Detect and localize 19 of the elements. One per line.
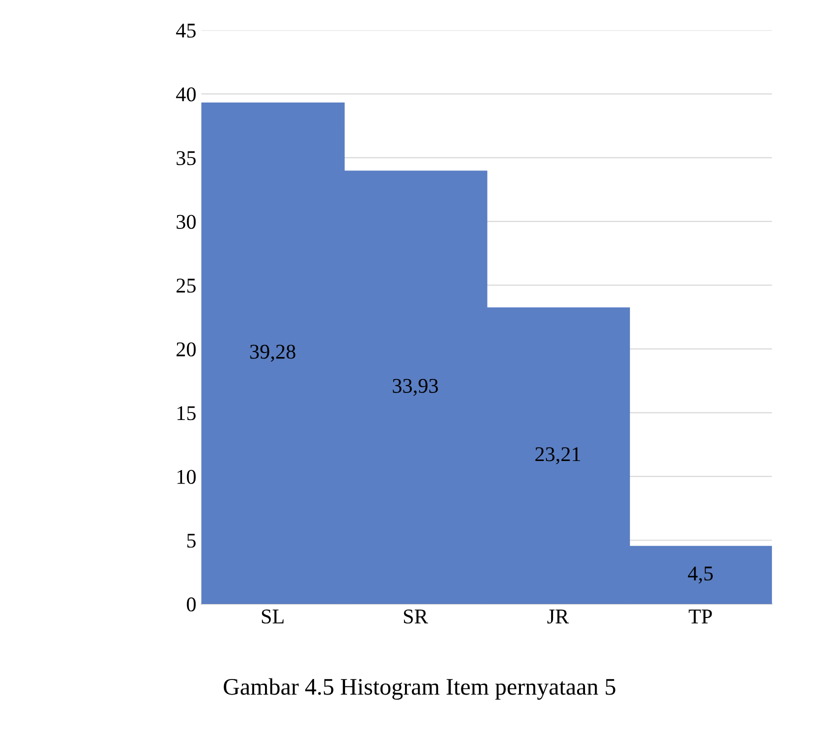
y-tick-label: 0 xyxy=(186,597,196,612)
x-tick-label: JR xyxy=(547,610,569,624)
text: Gambar 4.5 Histogram Item pernyataan 5 xyxy=(224,678,616,700)
y-tick-label: 15 xyxy=(178,406,196,420)
y-tick-label: 45 xyxy=(176,24,196,38)
data-label: 23,21 xyxy=(535,447,580,464)
y-tick-label: 10 xyxy=(178,470,196,484)
y-tick-label: 30 xyxy=(176,214,196,229)
y-tick-label: 25 xyxy=(176,278,196,293)
data-label: 4,5 xyxy=(688,566,713,584)
data-label: 39,28 xyxy=(250,344,296,362)
y-tick-label: 20 xyxy=(176,342,196,356)
x-tick-label: SR xyxy=(404,610,428,624)
y-tick-label: 35 xyxy=(176,151,196,166)
data-label: 33,93 xyxy=(392,378,438,396)
y-tick-label: 5 xyxy=(187,534,196,548)
y-tick-label: 40 xyxy=(176,87,196,102)
x-tick-label: TP xyxy=(688,610,712,624)
x-tick-label: SL xyxy=(262,610,284,624)
